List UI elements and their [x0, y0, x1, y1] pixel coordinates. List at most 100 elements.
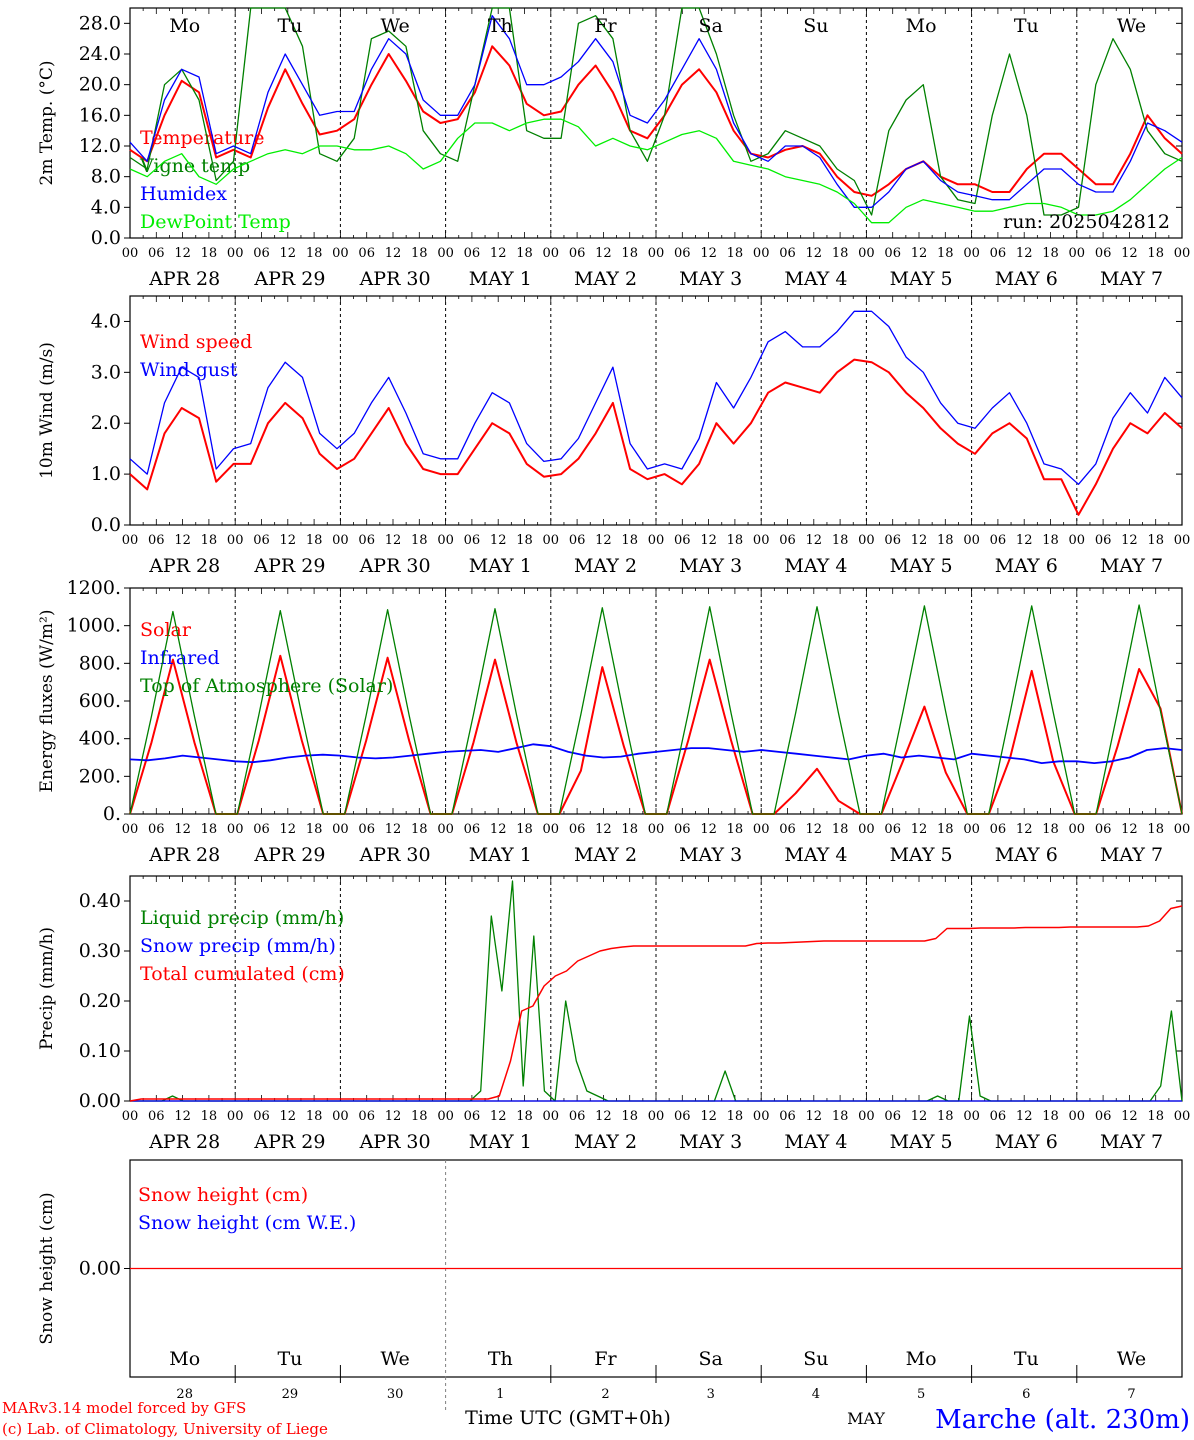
- x-hour-tick-label: 06: [358, 822, 375, 837]
- x-hour-tick-label: 12: [385, 533, 402, 548]
- legend-entry: Temperature: [140, 127, 264, 149]
- x-hour-tick-label: 12: [700, 822, 717, 837]
- x-hour-tick-label: 00: [437, 1109, 454, 1124]
- y-axis-label: Precip (mm/h): [37, 927, 57, 1050]
- x-hour-tick-label: 12: [1121, 246, 1138, 261]
- x-date-label: MAY 2: [574, 268, 637, 290]
- x-hour-tick-label: 12: [1121, 822, 1138, 837]
- x-hour-tick-label: 12: [174, 533, 191, 548]
- x-hour-tick-label: 00: [648, 533, 665, 548]
- x-hour-tick-label: 18: [937, 822, 954, 837]
- y-tick-label: 24.0: [79, 43, 121, 65]
- x-hour-tick-label: 18: [306, 1109, 323, 1124]
- x-hour-tick-label: 06: [990, 822, 1007, 837]
- x-date-label: APR 28: [148, 1131, 220, 1153]
- x-hour-tick-label: 00: [753, 1109, 770, 1124]
- x-hour-tick-label: 12: [700, 1109, 717, 1124]
- x-date-label: APR 30: [359, 555, 431, 577]
- precip-panel: 00 06 12 18 APR 28 00 06 12 18 APR 29 00 06 12 18 APR …: [37, 875, 1190, 1153]
- x-date-label: APR 29: [253, 268, 325, 290]
- x-hour-tick-label: 06: [253, 1109, 270, 1124]
- x-hour-tick-label: 00: [753, 246, 770, 261]
- x-hour-tick-label: 06: [884, 1109, 901, 1124]
- x-hour-tick-label: 06: [464, 822, 481, 837]
- x-hour-tick-label: 12: [806, 1109, 823, 1124]
- y-tick-label: 0.10: [79, 1040, 121, 1062]
- weekday-label: Sa: [699, 15, 723, 37]
- x-hour-tick-label: 12: [700, 246, 717, 261]
- x-hour-tick-label: 12: [490, 246, 507, 261]
- x-date-label: MAY 3: [679, 1131, 742, 1153]
- y-axis-label: Snow height (cm): [37, 1192, 57, 1344]
- x-hour-tick-label: 06: [674, 533, 691, 548]
- y-tick-label: 0.30: [79, 940, 121, 962]
- x-hour-tick-label: 06: [990, 533, 1007, 548]
- y-tick-label: 2.0: [91, 412, 121, 434]
- weekday-label: Fr: [594, 1348, 617, 1370]
- y-tick-label: 4.0: [91, 310, 121, 332]
- x-hour-tick-label: 18: [201, 246, 218, 261]
- x-hour-tick-label: 12: [911, 822, 928, 837]
- x-date-label: MAY 4: [784, 268, 847, 290]
- x-axis-title: Time UTC (GMT+0h): [465, 1407, 671, 1429]
- x-hour-tick-label: 00: [1069, 1109, 1086, 1124]
- x-hour-tick-label: 06: [884, 822, 901, 837]
- weekday-label: Sa: [699, 1348, 723, 1370]
- x-hour-tick-label: 06: [884, 533, 901, 548]
- x-hour-tick-label: 18: [411, 533, 428, 548]
- x-hour-tick-label: 18: [1147, 246, 1164, 261]
- legend-entry: Vigne temp: [139, 155, 250, 177]
- x-date-label: MAY 6: [995, 555, 1058, 577]
- x-hour-tick-label: 12: [806, 822, 823, 837]
- x-hour-tick-label: 00: [122, 533, 139, 548]
- x-date-label: MAY 2: [574, 555, 637, 577]
- day-number-label: 29: [282, 1387, 299, 1402]
- x-hour-tick-label: 06: [464, 246, 481, 261]
- legend-entry: Snow precip (mm/h): [140, 935, 336, 957]
- x-date-label: MAY 2: [574, 1131, 637, 1153]
- x-hour-tick-label: 00: [753, 533, 770, 548]
- series-line-total-cumulated-cm-: [129, 905, 1183, 1102]
- x-date-label: MAY 7: [1100, 268, 1163, 290]
- x-hour-tick-label: 06: [674, 246, 691, 261]
- x-hour-tick-label: 18: [1147, 533, 1164, 548]
- y-tick-label: 400.: [79, 728, 121, 750]
- x-hour-tick-label: 12: [385, 822, 402, 837]
- x-date-label: MAY 3: [679, 268, 742, 290]
- x-hour-tick-label: 00: [963, 1109, 980, 1124]
- x-hour-tick-label: 18: [516, 246, 533, 261]
- y-tick-label: 8.0: [91, 166, 121, 188]
- x-hour-tick-label: 00: [543, 246, 560, 261]
- weekday-label: We: [380, 15, 409, 37]
- x-date-label: MAY 7: [1100, 1131, 1163, 1153]
- x-hour-tick-label: 18: [411, 822, 428, 837]
- x-hour-tick-label: 00: [648, 246, 665, 261]
- x-hour-tick-label: 00: [227, 533, 244, 548]
- x-hour-tick-label: 06: [148, 533, 165, 548]
- x-hour-tick-label: 12: [911, 533, 928, 548]
- legend-entry: Wind gust: [140, 359, 238, 381]
- x-date-label: APR 28: [148, 844, 220, 866]
- x-hour-tick-label: 06: [253, 533, 270, 548]
- weekday-label: Mo: [169, 15, 200, 37]
- x-hour-tick-label: 06: [779, 822, 796, 837]
- x-hour-tick-label: 06: [148, 1109, 165, 1124]
- x-date-label: MAY 4: [784, 844, 847, 866]
- x-hour-tick-label: 18: [516, 533, 533, 548]
- x-hour-tick-label: 00: [1069, 822, 1086, 837]
- x-hour-tick-label: 00: [1069, 533, 1086, 548]
- x-hour-tick-label: 12: [1016, 822, 1033, 837]
- series-line-dewpoint-temp: [129, 118, 1183, 224]
- weekday-label: We: [1117, 15, 1146, 37]
- x-hour-tick-label: 18: [411, 1109, 428, 1124]
- x-hour-tick-label: 18: [621, 533, 638, 548]
- x-hour-tick-label: 18: [201, 822, 218, 837]
- x-date-label: MAY 7: [1100, 844, 1163, 866]
- x-hour-tick-label: 06: [569, 1109, 586, 1124]
- x-hour-tick-label: 06: [990, 246, 1007, 261]
- x-hour-tick-label: 12: [280, 822, 297, 837]
- x-hour-tick-label: 00: [332, 1109, 349, 1124]
- day-number-label: 6: [1022, 1387, 1030, 1402]
- station-title: Marche (alt. 230m): [935, 1405, 1190, 1435]
- y-tick-label: 1000.: [67, 615, 121, 637]
